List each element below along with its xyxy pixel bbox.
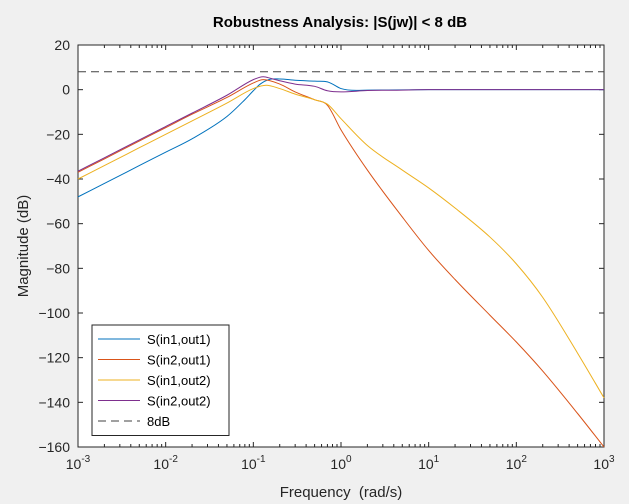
y-tick-label: 0 [62,82,70,98]
x-tick-label: 101 [418,454,440,472]
y-axis-ticks: 20 0 −20 −40 −60 −80 −100 −120 −140 −160 [38,37,604,455]
x-tick-label: 102 [506,454,528,472]
legend-label: S(in2,out1) [147,353,211,368]
y-tick-label: 20 [54,37,70,53]
legend: S(in1,out1) S(in2,out1) S(in1,out2) S(in2,o… [91,324,230,436]
y-tick-label: −100 [38,305,70,321]
x-tick-label: 103 [593,454,615,472]
series-line-4 [77,76,604,172]
y-axis-label: Magnitude (dB) [15,195,32,298]
legend-label: S(in1,out2) [147,373,211,388]
legend-label: S(in2,out2) [147,394,211,409]
x-tick-label: 100 [330,454,352,472]
y-tick-label: −120 [38,350,70,366]
x-tick-label: 10-3 [66,454,91,472]
y-tick-label: −20 [46,126,70,142]
legend-label: S(in1,out1) [147,332,211,347]
chart-title: Robustness Analysis: |S(jw)| < 8 dB [213,14,467,31]
series-line-3 [77,84,605,399]
x-axis-label: Frequency (rad/s) [280,484,403,501]
x-axis-ticks: 10-3 10-2 10-1 100 101 102 103 [66,45,615,472]
x-tick-label: 10-1 [241,454,266,472]
y-tick-label: −60 [46,216,70,232]
series-layer [77,71,605,448]
y-tick-label: −80 [46,260,70,276]
x-tick-label: 10-2 [153,454,178,472]
y-tick-label: −140 [38,394,70,410]
legend-box [91,324,230,436]
y-tick-label: −40 [46,171,70,187]
legend-label: 8dB [147,414,170,429]
y-tick-label: −160 [38,439,70,455]
